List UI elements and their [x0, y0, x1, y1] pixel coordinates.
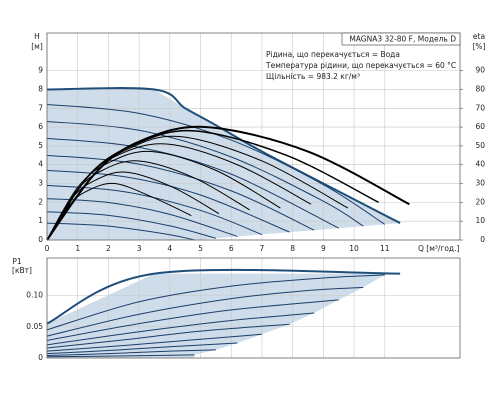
y-tick-label: 6: [38, 122, 43, 131]
performance-curve: [46, 184, 263, 236]
performance-curve: [46, 268, 401, 325]
x-tick-label: 8: [290, 244, 295, 253]
y2-tick-label: 90: [475, 66, 485, 75]
y-tick-label: 7: [38, 103, 43, 112]
performance-curve: [46, 323, 290, 349]
plot-frame: [46, 257, 461, 359]
h-axis-unit: [м]: [31, 42, 43, 51]
q-axis-label: Q [м³/год.]: [418, 244, 460, 253]
y-tick-label: 1: [38, 216, 43, 225]
x-tick-label: 7: [260, 244, 265, 253]
y-tick-label: 0: [38, 235, 43, 244]
p1-axis-label: P1: [12, 257, 22, 266]
x-tick-label: 11: [380, 244, 390, 253]
y2-tick-label: 30: [475, 179, 485, 188]
performance-curve: [46, 169, 290, 233]
y2-tick-label: 80: [475, 84, 485, 93]
x-tick-label: 0: [45, 244, 50, 253]
y2-tick-label: 60: [475, 122, 485, 131]
plot-layer: 0 1 2 3 4 5 6 7 8 9 10 1101234567890102030405060708…: [26, 32, 485, 362]
performance-curve: [46, 274, 385, 331]
y-tick-label: 0.05: [26, 322, 43, 331]
y2-tick-label: 50: [475, 141, 485, 150]
performance-curve: [46, 120, 364, 227]
y2-tick-label: 10: [475, 216, 485, 225]
operating-area: [47, 273, 401, 358]
y-tick-label: 4: [38, 160, 43, 169]
performance-curve: [46, 211, 217, 239]
efficiency-curve: [46, 125, 410, 241]
performance-curve: [46, 87, 401, 224]
efficiency-curve: [46, 160, 250, 241]
annotation: Температура рідини, що перекачується = 6…: [265, 61, 456, 70]
performance-curve: [46, 312, 315, 346]
title-box: [341, 32, 461, 46]
eta-axis-label: eta: [473, 32, 485, 41]
y-tick-label: 0.10: [26, 291, 43, 300]
y-tick-label: 0: [38, 353, 43, 362]
y-tick-label: 3: [38, 179, 43, 188]
x-tick-label: 9: [321, 244, 326, 253]
x-tick-label: 10: [349, 244, 359, 253]
y-tick-label: 5: [38, 141, 43, 150]
performance-curve: [46, 286, 364, 337]
y-tick-label: 9: [38, 66, 43, 75]
performance-curve: [46, 354, 195, 358]
y2-tick-label: 0: [480, 235, 485, 244]
annotation: Щільність = 983.2 кг/м³: [266, 72, 360, 81]
performance-curve: [46, 342, 238, 355]
performance-curve: [46, 104, 386, 225]
performance-curve: [46, 333, 262, 352]
x-tick-label: 2: [106, 244, 111, 253]
plot-frame: [46, 32, 461, 241]
y2-tick-label: 20: [475, 197, 485, 206]
x-tick-label: 6: [229, 244, 234, 253]
h-axis-label: H: [34, 32, 40, 41]
eta-axis-unit: [%]: [473, 42, 486, 51]
performance-curve: [46, 154, 315, 231]
y-tick-label: 8: [38, 84, 43, 93]
p1-axis-unit: [кВт]: [12, 266, 32, 275]
efficiency-curve: [46, 150, 281, 241]
x-tick-label: 4: [167, 244, 172, 253]
chart-title: MAGNA3 32-80 F, Модель D: [349, 35, 456, 44]
x-tick-label: 1: [75, 244, 80, 253]
efficiency-curve: [46, 182, 192, 241]
efficiency-curve: [46, 171, 220, 241]
performance-curve: [46, 299, 339, 341]
x-tick-label: 3: [137, 244, 142, 253]
y2-tick-label: 70: [475, 103, 485, 112]
performance-curve: [46, 349, 216, 356]
annotation: Рідина, що перекачується = Вода: [266, 50, 400, 59]
x-tick-label: 5: [198, 244, 203, 253]
y2-tick-label: 40: [475, 160, 485, 169]
performance-curve: [46, 222, 195, 241]
y-tick-label: 2: [38, 197, 43, 206]
